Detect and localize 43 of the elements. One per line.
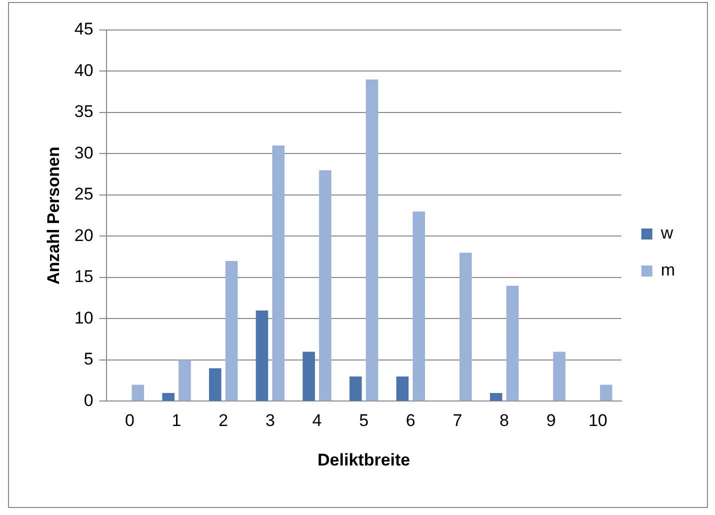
bar [396, 376, 409, 401]
bar [272, 145, 285, 401]
bar [302, 352, 315, 401]
bar [349, 376, 362, 401]
y-tick-label: 40 [74, 60, 94, 80]
y-tick-label: 15 [74, 267, 94, 286]
y-tick-label: 35 [74, 102, 94, 122]
y-tick-label: 30 [74, 143, 94, 162]
legend-label: m [660, 260, 676, 280]
bar [256, 310, 268, 401]
bar [490, 392, 502, 401]
bar [319, 170, 332, 401]
bar [506, 286, 519, 401]
bar [225, 260, 238, 401]
bar [209, 368, 222, 401]
legend-label: w [660, 224, 674, 243]
x-tick-label: 4 [312, 411, 322, 430]
y-tick-label: 25 [74, 184, 94, 204]
bar [412, 211, 425, 401]
bar [132, 384, 144, 401]
y-tick-label: 45 [74, 20, 94, 39]
y-tick-label: 5 [84, 350, 94, 369]
x-tick-label: 6 [406, 411, 416, 430]
y-tick-label: 20 [74, 226, 94, 245]
x-tick-label: 10 [588, 411, 608, 430]
bar [366, 79, 378, 401]
y-tick-label: 10 [74, 308, 94, 328]
bar [162, 392, 174, 401]
x-tick-label: 3 [265, 411, 275, 430]
y-axis-title: Anzahl Personen [44, 146, 63, 285]
bar [600, 384, 612, 401]
x-axis-title: Deliktbreite [318, 450, 410, 470]
x-tick-label: 8 [500, 411, 510, 430]
bar [553, 352, 566, 401]
bar [460, 252, 472, 401]
y-tick-label: 0 [84, 390, 94, 410]
x-tick-label: 9 [546, 411, 556, 430]
x-tick-label: 2 [218, 411, 228, 430]
x-tick-label: 7 [452, 411, 462, 430]
x-tick-label: 0 [124, 411, 134, 430]
bar [178, 360, 191, 401]
x-tick-label: 1 [172, 411, 182, 430]
x-tick-label: 5 [359, 411, 369, 430]
